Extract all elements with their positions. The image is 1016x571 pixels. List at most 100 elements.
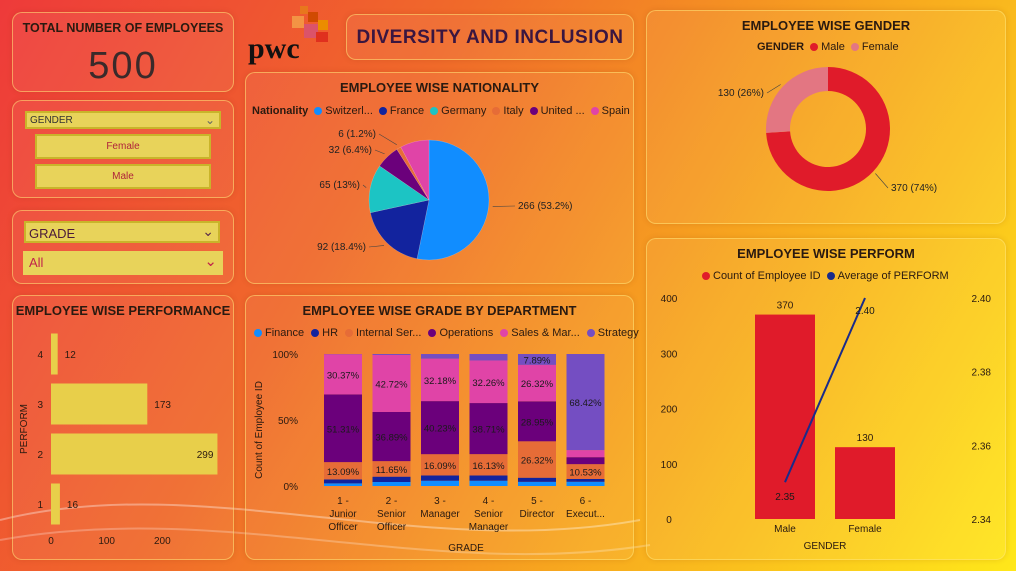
bar xyxy=(51,333,58,375)
legend-label: Sales & Mar... xyxy=(511,327,580,339)
data-label: 51.31% xyxy=(327,424,360,435)
pie-slice xyxy=(379,148,430,201)
bar-segment xyxy=(566,478,605,482)
bar-segment xyxy=(324,483,362,486)
legend-label: Italy xyxy=(503,105,524,117)
chart-title: EMPLOYEE WISE PERFORMANCE xyxy=(15,303,231,318)
x-tick-label: 5 - xyxy=(531,496,543,507)
legend-item[interactable]: Internal Ser... xyxy=(345,327,421,339)
legend-dot-icon xyxy=(810,43,819,51)
leader-line xyxy=(766,84,781,94)
legend-item[interactable]: Strategy xyxy=(586,327,639,339)
legend-item[interactable]: HR xyxy=(311,327,338,339)
gender-legend: GENDER Male Female xyxy=(757,41,899,53)
kpi-title: TOTAL NUMBER OF EMPLOYEES xyxy=(22,21,224,35)
bar-segment xyxy=(469,360,508,404)
legend-item[interactable]: Germany xyxy=(430,105,486,117)
legend-item[interactable]: Female xyxy=(850,41,899,53)
legend-label: Internal Ser... xyxy=(356,327,422,339)
y-right-tick-label: 2.38 xyxy=(972,368,992,379)
legend-dot-icon xyxy=(345,329,354,337)
legend-item[interactable]: Sales & Mar... xyxy=(500,327,580,339)
legend-item[interactable]: United ... xyxy=(529,105,585,117)
leader-line xyxy=(374,149,385,155)
chevron-down-icon: ⌄ xyxy=(204,253,217,270)
bar xyxy=(51,433,218,475)
legend-label: HR xyxy=(322,327,339,339)
performance-chart: PERFORM 4 12 3 173 2 299 1 16 0 100 200 xyxy=(19,333,218,547)
bar-segment xyxy=(566,481,605,486)
donut-slice xyxy=(766,67,828,133)
grade-slicer-header[interactable]: GRADE ⌄ xyxy=(24,221,220,243)
leader-line xyxy=(368,245,385,248)
bar-segment xyxy=(324,462,362,480)
bar-segment xyxy=(469,354,508,361)
legend-item[interactable]: Count of Employee ID xyxy=(702,270,821,282)
x-tick-label: 2 - xyxy=(386,496,398,507)
gender-option-male[interactable]: Male xyxy=(35,164,211,189)
legend-item[interactable]: Spain xyxy=(590,105,630,117)
pie-slice xyxy=(370,199,430,260)
donut-slice xyxy=(766,67,890,191)
performance-chart-card: EMPLOYEE WISE PERFORMANCE PERFORM 4 12 3 173… xyxy=(12,295,234,560)
x-tick-label: 3 - xyxy=(434,496,446,507)
bar-segment xyxy=(421,480,459,486)
data-label: 32.18% xyxy=(424,376,457,387)
data-label: 65 (13%) xyxy=(319,180,360,191)
gender-option-female[interactable]: Female xyxy=(35,134,211,159)
legend-item[interactable]: Average of PERFORM xyxy=(826,270,949,282)
x-tick-label: 100 xyxy=(98,536,115,547)
legend-label: France xyxy=(389,105,425,117)
data-label: 32 (6.4%) xyxy=(329,145,372,156)
legend-dot-icon xyxy=(378,107,387,115)
bar-segment xyxy=(566,457,605,465)
bar-segment xyxy=(421,475,459,481)
y-tick-label: 100% xyxy=(272,350,298,361)
x-axis-title: GENDER xyxy=(804,541,847,552)
gender-slicer-card: GENDER ⌄ Female Male xyxy=(12,100,234,198)
x-tick-label: Senior xyxy=(377,509,407,520)
legend-item[interactable]: France xyxy=(378,105,425,117)
y-tick-label: 50% xyxy=(278,416,298,427)
x-tick-label: Officer xyxy=(377,522,407,533)
legend-title: GENDER xyxy=(757,41,805,53)
legend-dot-icon xyxy=(430,107,439,115)
legend-dot-icon xyxy=(586,329,595,337)
y-left-tick-label: 0 xyxy=(666,515,672,526)
gender-slicer-header[interactable]: GENDER ⌄ xyxy=(25,111,221,129)
x-axis-title: GRADE xyxy=(448,543,484,554)
legend-item[interactable]: Operations xyxy=(428,327,493,339)
legend-item[interactable]: Switzerl... xyxy=(314,105,373,117)
data-label: 38.71% xyxy=(472,425,505,436)
chart-title: EMPLOYEE WISE PERFORM xyxy=(737,246,915,261)
chart-title: EMPLOYEE WISE NATIONALITY xyxy=(339,80,540,95)
gender-chart-card: EMPLOYEE WISE GENDER GENDER Male Female … xyxy=(646,10,1006,224)
y-left-tick-label: 100 xyxy=(661,460,678,471)
x-tick-label: Officer xyxy=(328,522,358,533)
legend-dot-icon xyxy=(590,107,599,115)
pie-slice xyxy=(416,139,490,261)
legend-item[interactable]: Male xyxy=(810,41,845,53)
data-label: 130 (26%) xyxy=(718,88,764,99)
line-series xyxy=(784,297,866,483)
gender-slicer-label: GENDER xyxy=(30,115,73,126)
grade-dropdown[interactable]: All ⌄ xyxy=(23,251,223,275)
data-label: 92 (18.4%) xyxy=(317,242,366,253)
y-tick-label: 2 xyxy=(37,450,43,461)
y-right-tick-label: 2.40 xyxy=(972,294,992,305)
data-label: 370 (74%) xyxy=(891,183,937,194)
leader-line xyxy=(378,133,397,145)
bar-segment xyxy=(566,464,605,479)
data-label: 36.89% xyxy=(375,433,408,444)
data-label: 13.09% xyxy=(327,467,360,478)
bar-segment xyxy=(421,358,459,402)
legend-item[interactable]: Italy xyxy=(492,105,524,117)
data-label: 11.65% xyxy=(376,465,408,476)
legend-label: Operations xyxy=(439,327,494,339)
bar-segment xyxy=(372,482,411,486)
legend-label: Male xyxy=(821,41,845,53)
y-left-tick-label: 400 xyxy=(661,294,678,305)
legend-item[interactable]: Finance xyxy=(254,327,304,339)
bar xyxy=(51,383,148,425)
bar-segment xyxy=(372,476,411,482)
